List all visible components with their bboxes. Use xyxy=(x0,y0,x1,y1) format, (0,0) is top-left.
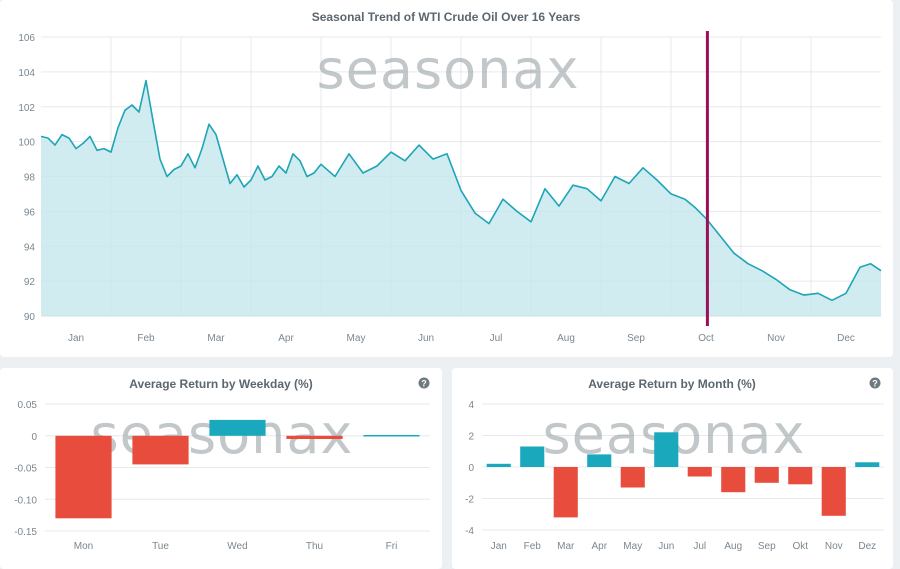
y-tick-label: 0 xyxy=(31,432,37,443)
x-tick-label: Dez xyxy=(858,541,876,552)
bar-feb[interactable] xyxy=(520,446,545,468)
bar-okt[interactable] xyxy=(788,467,813,485)
x-tick-label: Nov xyxy=(767,333,785,344)
x-tick-label: Aug xyxy=(557,333,575,344)
x-tick-label: Jan xyxy=(491,541,507,552)
y-tick-label: 104 xyxy=(18,68,35,79)
x-tick-label: Jul xyxy=(490,333,503,344)
bar-jul[interactable] xyxy=(687,467,712,477)
y-tick-label: -0.15 xyxy=(14,527,37,538)
svg-text:?: ? xyxy=(872,379,878,389)
bar-jun[interactable] xyxy=(654,432,679,467)
y-tick-label: 102 xyxy=(18,103,35,114)
x-tick-label: Apr xyxy=(591,541,607,552)
x-tick-label: Sep xyxy=(627,333,645,344)
y-tick-label: 98 xyxy=(24,173,36,184)
bar-jan[interactable] xyxy=(486,463,511,467)
y-tick-label: 2 xyxy=(468,432,474,443)
x-tick-label: Feb xyxy=(524,541,542,552)
x-tick-label: Feb xyxy=(137,333,155,344)
x-tick-label: Mon xyxy=(74,541,93,552)
x-tick-label: Wed xyxy=(227,541,247,552)
x-tick-label: Oct xyxy=(698,333,714,344)
chart-title: Average Return by Weekday (%) xyxy=(129,377,312,391)
x-tick-label: Apr xyxy=(278,333,294,344)
x-tick-label: Tue xyxy=(152,541,169,552)
weekday-return-panel: Average Return by Weekday (%) ? -0.15 -0.… xyxy=(0,368,442,569)
y-tick-label: 4 xyxy=(468,400,474,411)
x-tick-label: Okt xyxy=(792,541,808,552)
chart-title: Average Return by Month (%) xyxy=(588,377,756,391)
bar-wed[interactable] xyxy=(209,419,266,436)
x-tick-label: Thu xyxy=(306,541,323,552)
x-tick-label: May xyxy=(623,541,642,552)
x-tick-label: Dec xyxy=(837,333,855,344)
x-tick-label: Mar xyxy=(557,541,575,552)
y-tick-label: 100 xyxy=(18,138,35,149)
y-tick-label: 0.05 xyxy=(18,400,38,411)
y-tick-label: 92 xyxy=(24,277,36,288)
y-tick-label: -4 xyxy=(465,526,474,537)
x-tick-label: Jun xyxy=(418,333,434,344)
seasonal-trend-chart[interactable]: Seasonal Trend of WTI Crude Oil Over 16 … xyxy=(0,0,893,357)
bar-thu[interactable] xyxy=(286,435,343,439)
y-tick-label: 106 xyxy=(18,33,35,44)
bar-dez[interactable] xyxy=(855,462,880,467)
svg-text:?: ? xyxy=(421,379,427,389)
x-tick-label: Jul xyxy=(693,541,706,552)
bar-apr[interactable] xyxy=(587,454,612,467)
y-tick-label: 96 xyxy=(24,207,36,218)
y-tick-label: 0 xyxy=(468,463,474,474)
y-tick-label: 94 xyxy=(24,242,36,253)
x-tick-label: Sep xyxy=(758,541,776,552)
x-tick-label: Jun xyxy=(658,541,674,552)
bar-mon[interactable] xyxy=(55,435,112,519)
y-tick-label: -0.10 xyxy=(14,495,37,506)
x-tick-label: Mar xyxy=(207,333,225,344)
y-tick-label: -0.05 xyxy=(14,464,37,475)
y-tick-label: 90 xyxy=(24,312,36,323)
x-tick-label: Aug xyxy=(724,541,742,552)
x-tick-label: Jan xyxy=(68,333,84,344)
bar-nov[interactable] xyxy=(821,467,846,516)
weekday-return-chart[interactable]: Average Return by Weekday (%) ? -0.15 -0.… xyxy=(0,368,442,569)
help-icon[interactable]: ? xyxy=(418,377,430,389)
y-tick-label: -2 xyxy=(465,495,474,506)
chart-title: Seasonal Trend of WTI Crude Oil Over 16 … xyxy=(312,10,581,24)
x-tick-label: Fri xyxy=(386,541,398,552)
x-tick-label: Nov xyxy=(825,541,843,552)
x-tick-label: May xyxy=(347,333,366,344)
trend-area xyxy=(41,80,881,316)
watermark: seasonax xyxy=(317,38,580,101)
bar-sep[interactable] xyxy=(754,467,779,483)
bar-fri[interactable] xyxy=(363,435,420,437)
bar-tue[interactable] xyxy=(132,435,189,465)
bar-aug[interactable] xyxy=(721,467,746,493)
trend-line[interactable] xyxy=(40,79,882,302)
seasonal-trend-panel: Seasonal Trend of WTI Crude Oil Over 16 … xyxy=(0,0,893,357)
bar-may[interactable] xyxy=(620,467,645,488)
bar-mar[interactable] xyxy=(553,467,578,518)
help-icon[interactable]: ? xyxy=(869,377,881,389)
